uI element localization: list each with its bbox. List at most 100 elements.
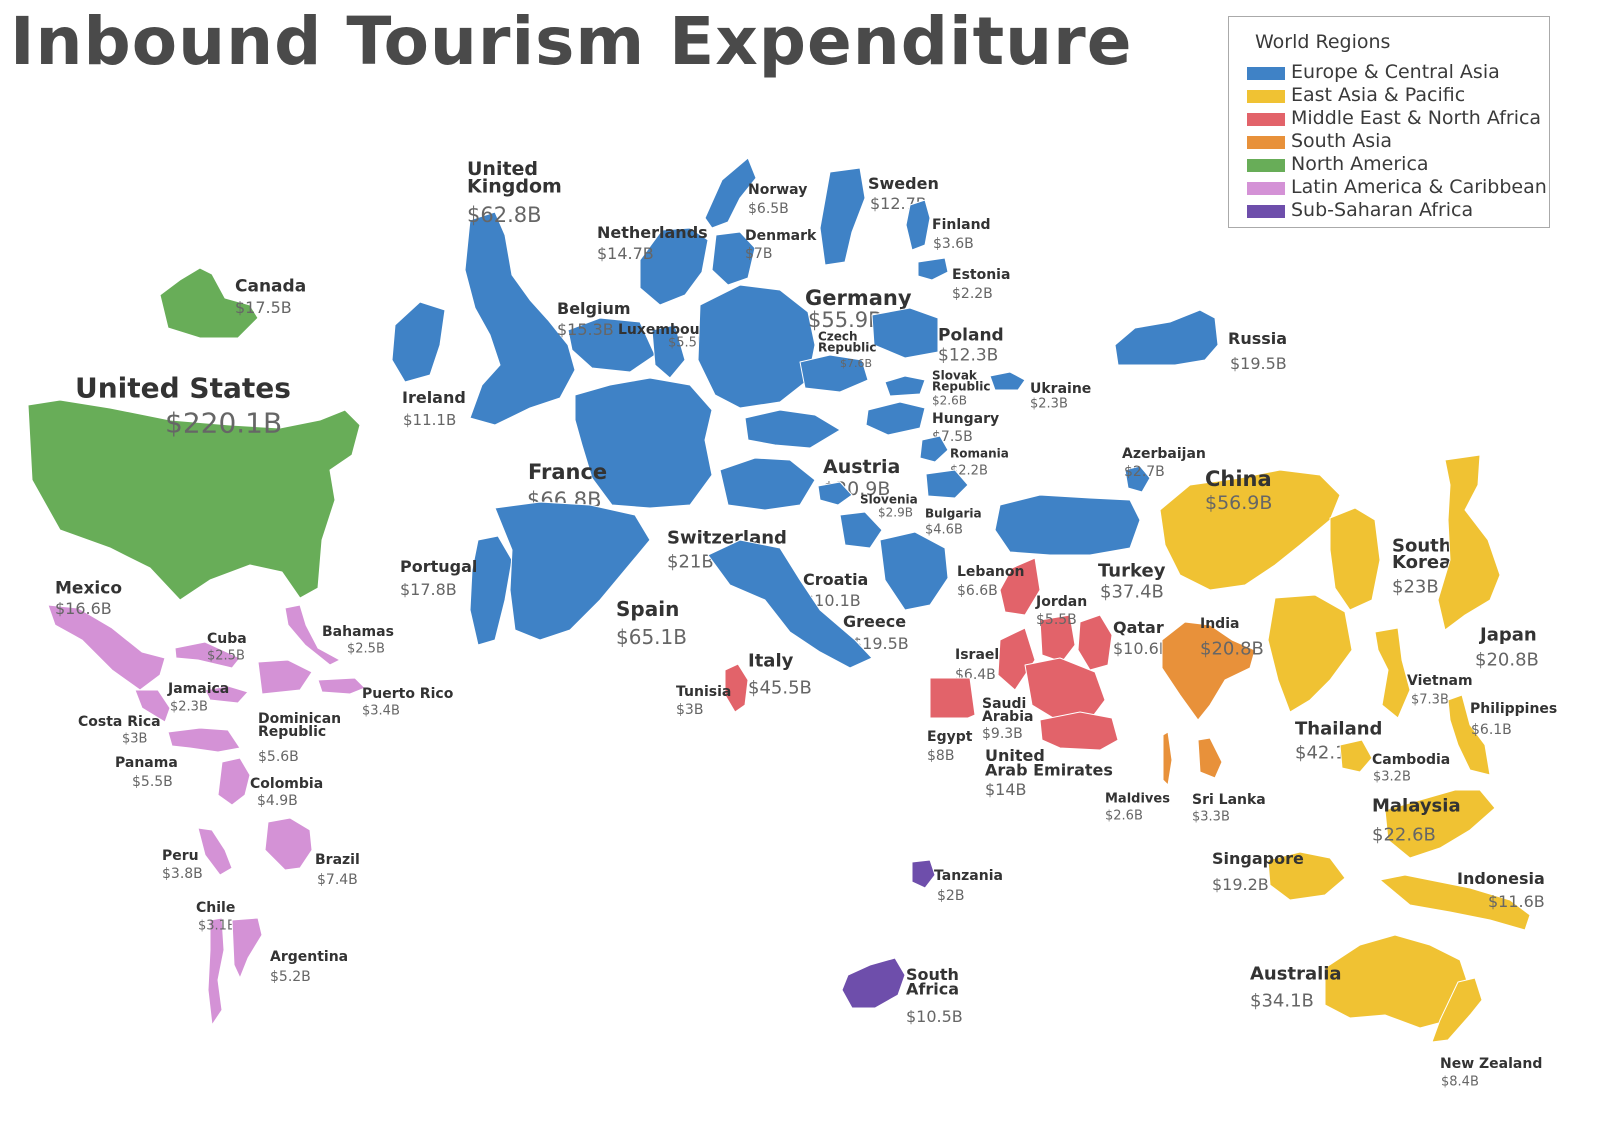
country-value: $3.1B <box>198 918 236 933</box>
country-colombia: Colombia$4.9B <box>217 757 323 809</box>
country-shape-greece <box>879 531 949 611</box>
country-shape-malaysia <box>1384 789 1496 859</box>
country-shape-denmark <box>711 231 756 286</box>
country-label: Japan <box>1478 624 1537 645</box>
country-shape-ireland <box>391 301 446 383</box>
country-label: Hungary <box>932 411 999 427</box>
country-shape-united-arab-emirates <box>1039 711 1119 751</box>
country-label: Dominican Republic <box>258 711 341 740</box>
country-shape-netherlands <box>639 227 709 306</box>
country-value: $22.6B <box>1372 824 1436 845</box>
country-label: Saudi Arabia <box>982 696 1033 725</box>
country-label: Colombia <box>250 776 323 792</box>
country-label: Ireland <box>402 388 466 407</box>
country-shape-azerbaijan <box>1124 465 1151 493</box>
country-shape-bulgaria <box>925 469 969 499</box>
country-value: $8.4B <box>1441 1074 1479 1089</box>
country-bahamas: Bahamas$2.5B <box>284 604 394 666</box>
country-shape-germany <box>697 284 816 409</box>
country-shape-estonia <box>917 257 949 281</box>
country-label: Bahamas <box>322 624 394 640</box>
country-value: $2.7B <box>1124 464 1165 480</box>
legend-label: South Asia <box>1291 130 1393 152</box>
country-slovak-republic: Slovak Republic$2.6B <box>884 369 990 408</box>
country-label: Lebanon <box>957 564 1024 580</box>
country-value: $17.5B <box>235 298 292 317</box>
country-label: Turkey <box>1098 560 1166 581</box>
country-value: $2.3B <box>170 699 208 714</box>
country-shape-belgium <box>567 317 656 373</box>
country-value: $14.7B <box>597 244 654 263</box>
country-value: $14B <box>985 780 1027 799</box>
country-label: Sri Lanka <box>1192 792 1266 808</box>
country-norway: Norway $6.5B <box>704 157 807 229</box>
country-value: $4.6B <box>925 522 963 537</box>
country-shape-puerto-rico <box>317 677 366 695</box>
country-label: Belgium <box>557 299 631 318</box>
legend-swatch <box>1247 90 1285 103</box>
country-value: $21B <box>667 551 714 572</box>
country-label: Qatar <box>1113 618 1164 637</box>
country-value: $17.8B <box>400 580 457 599</box>
country-label: Russia <box>1228 329 1287 348</box>
country-label: Egypt <box>927 729 973 745</box>
country-belgium: Belgium $15.3B <box>557 299 656 373</box>
country-shape-france <box>574 377 713 509</box>
country-label: Portugal <box>400 557 477 576</box>
country-value: $5.6B <box>258 749 299 765</box>
country-value: $2.6B <box>932 394 967 408</box>
country-saudi-arabia: Saudi Arabia$9.3B <box>982 657 1106 742</box>
country-shape-thailand <box>1267 594 1353 713</box>
country-label: India <box>1200 616 1239 632</box>
legend-label: North America <box>1291 153 1429 175</box>
country-shape-vietnam <box>1374 627 1411 719</box>
country-shape-slovak-republic <box>884 375 926 397</box>
country-south-africa: South Africa $10.5B <box>841 957 963 1026</box>
country-shape-bahamas <box>284 604 341 666</box>
country-label: Jamaica <box>167 681 229 697</box>
country-shape-qatar <box>1077 614 1113 671</box>
country-shape-lebanon <box>999 557 1041 616</box>
country-value: $37.4B <box>1100 581 1164 602</box>
country-label: Norway <box>748 182 807 198</box>
country-label: Israel <box>955 647 999 663</box>
country-label: South Africa <box>906 965 959 999</box>
country-label: Philippines <box>1470 701 1557 717</box>
country-shape-czech-republic <box>799 354 869 393</box>
country-australia: Australia $34.1B <box>1250 934 1471 1029</box>
country-label: Maldives <box>1105 791 1170 806</box>
country-egypt: Egypt $8B <box>927 677 976 764</box>
country-label: Slovak Republic <box>932 369 990 394</box>
country-estonia: Estonia $2.2B <box>917 257 1010 302</box>
country-value: $220.1B <box>165 406 282 439</box>
country-label: Netherlands <box>597 223 708 242</box>
country-slovenia: Slovenia$2.9B <box>817 481 918 520</box>
country-label: Peru <box>162 848 199 864</box>
country-shape-saudi-arabia <box>1024 657 1106 723</box>
country-label: South Korea <box>1392 535 1452 573</box>
country-value: $19.2B <box>1212 875 1269 894</box>
country-shape-croatia <box>839 511 883 549</box>
country-turkey: Turkey$37.4B <box>994 494 1166 602</box>
country-shape-romania <box>919 435 949 463</box>
country-shape-costa-rica <box>134 689 171 723</box>
country-shape-maldives <box>1162 731 1173 786</box>
country-label: Chile <box>196 900 235 916</box>
country-shape-argentina <box>231 917 263 979</box>
country-label: Tunisia <box>676 684 731 700</box>
country-value: $45.5B <box>748 677 812 698</box>
country-label: France <box>528 460 607 484</box>
country-value: $7.6B <box>840 357 872 370</box>
country-sweden: Sweden$12.7B <box>819 167 939 266</box>
country-label: Sweden <box>868 174 939 193</box>
country-shape-tunisia <box>724 663 749 713</box>
country-shape-south-korea <box>1329 507 1381 611</box>
legend-label: Europe & Central Asia <box>1291 61 1500 83</box>
country-lebanon: Lebanon $6.6B <box>957 557 1041 616</box>
country-label: Finland <box>932 217 991 233</box>
country-value: $2.5B <box>207 648 245 663</box>
country-shape-slovenia <box>817 481 853 506</box>
country-value: $5.2B <box>270 969 311 985</box>
country-shape-italy <box>707 539 873 669</box>
country-indonesia: Indonesia $11.6B <box>1379 869 1545 931</box>
